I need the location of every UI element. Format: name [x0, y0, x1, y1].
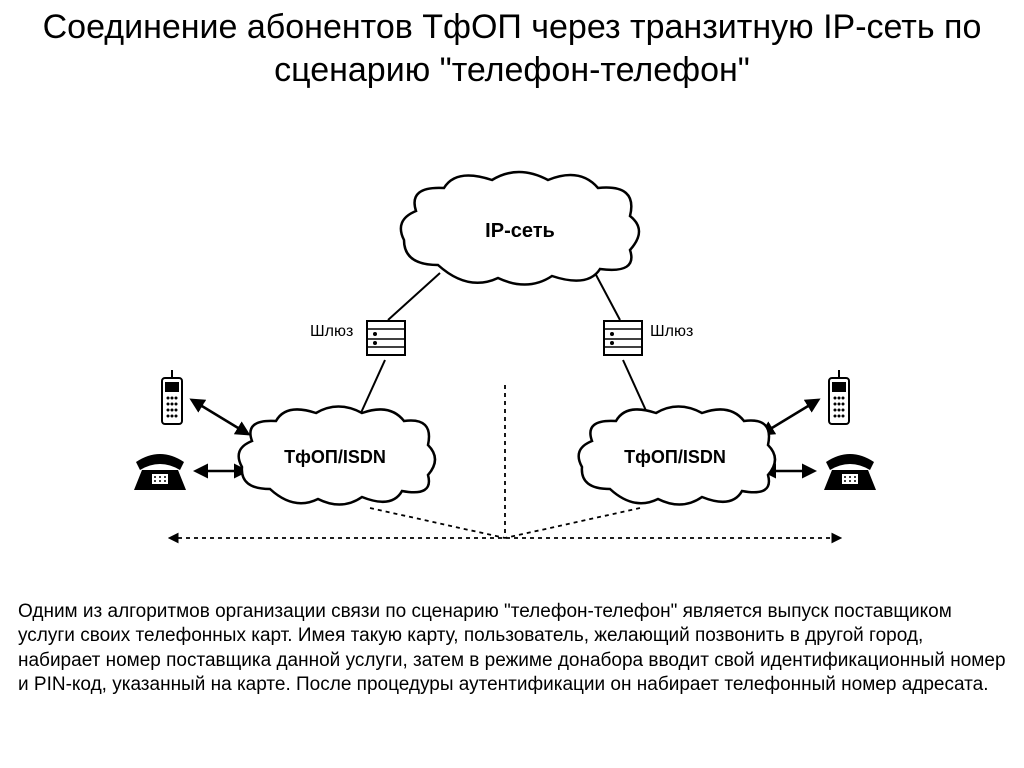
desk-phone-left-icon: [130, 448, 190, 494]
pstn-right-cloud: ТфОП/ISDN: [570, 405, 780, 510]
pstn-right-label: ТфОП/ISDN: [570, 447, 780, 468]
pstn-left-cloud: ТфОП/ISDN: [230, 405, 440, 510]
pstn-left-label: ТфОП/ISDN: [230, 447, 440, 468]
desk-phone-right-icon: [820, 448, 880, 494]
gateway-right-icon: [600, 315, 646, 361]
mobile-phone-left-icon: [158, 370, 186, 428]
gateway-left-label: Шлюз: [310, 323, 353, 341]
ip-cloud-label: IP-сеть: [390, 220, 650, 243]
gateway-right-label: Шлюз: [650, 323, 693, 341]
mobile-phone-right-icon: [825, 370, 853, 428]
description-paragraph: Одним из алгоритмов организации связи по…: [18, 600, 1006, 697]
page-title: Соединение абонентов ТфОП через транзитн…: [0, 0, 1024, 91]
ip-cloud: IP-сеть: [390, 170, 650, 290]
network-diagram: IP-сеть ТфОП/ISDN ТфОП/ISDN Шлюз: [0, 160, 1024, 580]
gateway-left-icon: [363, 315, 409, 361]
